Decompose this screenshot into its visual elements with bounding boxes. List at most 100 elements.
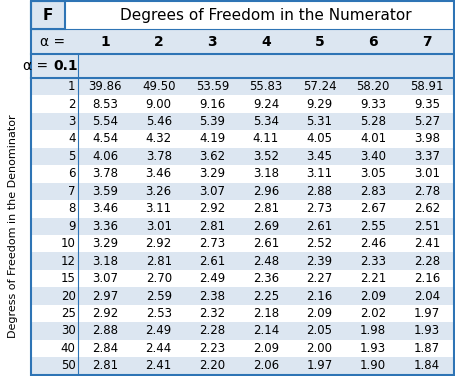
- Text: 9: 9: [68, 220, 76, 233]
- Text: 4.01: 4.01: [360, 132, 386, 146]
- Text: 3.52: 3.52: [253, 150, 279, 163]
- Text: 2.78: 2.78: [414, 185, 440, 198]
- Bar: [31, 322, 454, 340]
- Text: 7: 7: [68, 185, 76, 198]
- Text: 39.86: 39.86: [88, 80, 122, 93]
- Text: 2.81: 2.81: [146, 255, 172, 268]
- Text: 53.59: 53.59: [196, 80, 229, 93]
- Text: 3.05: 3.05: [360, 167, 386, 180]
- Text: 5.27: 5.27: [414, 115, 440, 128]
- Text: 3.98: 3.98: [414, 132, 440, 146]
- Bar: [31, 2, 454, 29]
- Text: 2.61: 2.61: [199, 255, 225, 268]
- Text: 2.67: 2.67: [360, 202, 386, 215]
- Text: 2.96: 2.96: [253, 185, 279, 198]
- Bar: [31, 165, 454, 183]
- Bar: [31, 54, 454, 78]
- Text: 10: 10: [61, 237, 76, 250]
- Text: 3.26: 3.26: [146, 185, 172, 198]
- Text: 9.24: 9.24: [253, 98, 279, 111]
- Text: 2.38: 2.38: [199, 290, 225, 303]
- Text: 2.83: 2.83: [360, 185, 386, 198]
- Bar: [31, 235, 454, 252]
- Text: 2.52: 2.52: [307, 237, 333, 250]
- Text: 1.84: 1.84: [414, 359, 440, 372]
- Text: 2.61: 2.61: [253, 237, 279, 250]
- Text: 2.09: 2.09: [360, 290, 386, 303]
- Text: 3.78: 3.78: [92, 167, 118, 180]
- Text: 2.49: 2.49: [199, 272, 225, 285]
- Text: 4: 4: [261, 35, 271, 49]
- Text: 3.29: 3.29: [199, 167, 225, 180]
- Text: 2.51: 2.51: [414, 220, 440, 233]
- Text: 5.46: 5.46: [146, 115, 172, 128]
- Text: 1: 1: [100, 35, 110, 49]
- Text: 5.34: 5.34: [253, 115, 279, 128]
- Text: 9.00: 9.00: [146, 98, 172, 111]
- Text: 3.36: 3.36: [92, 220, 118, 233]
- Text: 2.27: 2.27: [306, 272, 333, 285]
- Bar: [31, 252, 454, 270]
- Text: 5.28: 5.28: [360, 115, 386, 128]
- Text: 4.19: 4.19: [199, 132, 225, 146]
- Text: 3.11: 3.11: [146, 202, 172, 215]
- Text: 2.02: 2.02: [360, 307, 386, 320]
- Text: 20: 20: [61, 290, 76, 303]
- Bar: [31, 340, 454, 357]
- Text: 5: 5: [315, 35, 324, 49]
- Text: 4.05: 4.05: [307, 132, 333, 146]
- Text: 2: 2: [154, 35, 164, 49]
- Text: 2.16: 2.16: [306, 290, 333, 303]
- Bar: [31, 218, 454, 235]
- Text: 2.55: 2.55: [360, 220, 386, 233]
- Text: 2.70: 2.70: [146, 272, 172, 285]
- Text: 2.23: 2.23: [199, 342, 225, 355]
- Text: 40: 40: [61, 342, 76, 355]
- Text: 2.00: 2.00: [307, 342, 333, 355]
- Text: 2.05: 2.05: [307, 324, 333, 338]
- Text: 3.46: 3.46: [92, 202, 118, 215]
- Text: 2.06: 2.06: [253, 359, 279, 372]
- Text: 9.35: 9.35: [414, 98, 440, 111]
- Text: F: F: [43, 8, 53, 23]
- Text: 55.83: 55.83: [249, 80, 283, 93]
- Text: 1.97: 1.97: [306, 359, 333, 372]
- Bar: [31, 29, 454, 54]
- Text: 2.48: 2.48: [253, 255, 279, 268]
- Text: 2.20: 2.20: [199, 359, 225, 372]
- Text: 2.97: 2.97: [92, 290, 118, 303]
- Text: 1.87: 1.87: [414, 342, 440, 355]
- Bar: [31, 305, 454, 322]
- Text: 2.73: 2.73: [307, 202, 333, 215]
- Text: 4.32: 4.32: [146, 132, 172, 146]
- Text: 5.39: 5.39: [199, 115, 225, 128]
- Bar: [31, 130, 454, 148]
- Text: 3: 3: [68, 115, 76, 128]
- Text: 2.92: 2.92: [92, 307, 118, 320]
- Text: 3.45: 3.45: [307, 150, 333, 163]
- Bar: [31, 148, 454, 165]
- Text: 2.92: 2.92: [199, 202, 225, 215]
- Text: 1.90: 1.90: [360, 359, 386, 372]
- Text: 2.49: 2.49: [146, 324, 172, 338]
- Text: 3: 3: [207, 35, 217, 49]
- Text: 5.54: 5.54: [92, 115, 118, 128]
- Text: 2.69: 2.69: [253, 220, 279, 233]
- Text: 2.73: 2.73: [199, 237, 225, 250]
- Bar: [31, 113, 454, 130]
- Bar: [31, 183, 454, 200]
- Text: Degress of Freedom in the Denominator: Degress of Freedom in the Denominator: [8, 114, 18, 338]
- Text: 50: 50: [61, 359, 76, 372]
- Text: 2.28: 2.28: [414, 255, 440, 268]
- Bar: [31, 78, 454, 96]
- Text: 4: 4: [68, 132, 76, 146]
- Text: 4.54: 4.54: [92, 132, 118, 146]
- Text: 25: 25: [61, 307, 76, 320]
- Text: 2.81: 2.81: [199, 220, 225, 233]
- Text: 2.25: 2.25: [253, 290, 279, 303]
- Text: 6: 6: [68, 167, 76, 180]
- Text: 3.46: 3.46: [146, 167, 172, 180]
- Text: 3.18: 3.18: [92, 255, 118, 268]
- Text: 1.98: 1.98: [360, 324, 386, 338]
- Text: 2.81: 2.81: [92, 359, 118, 372]
